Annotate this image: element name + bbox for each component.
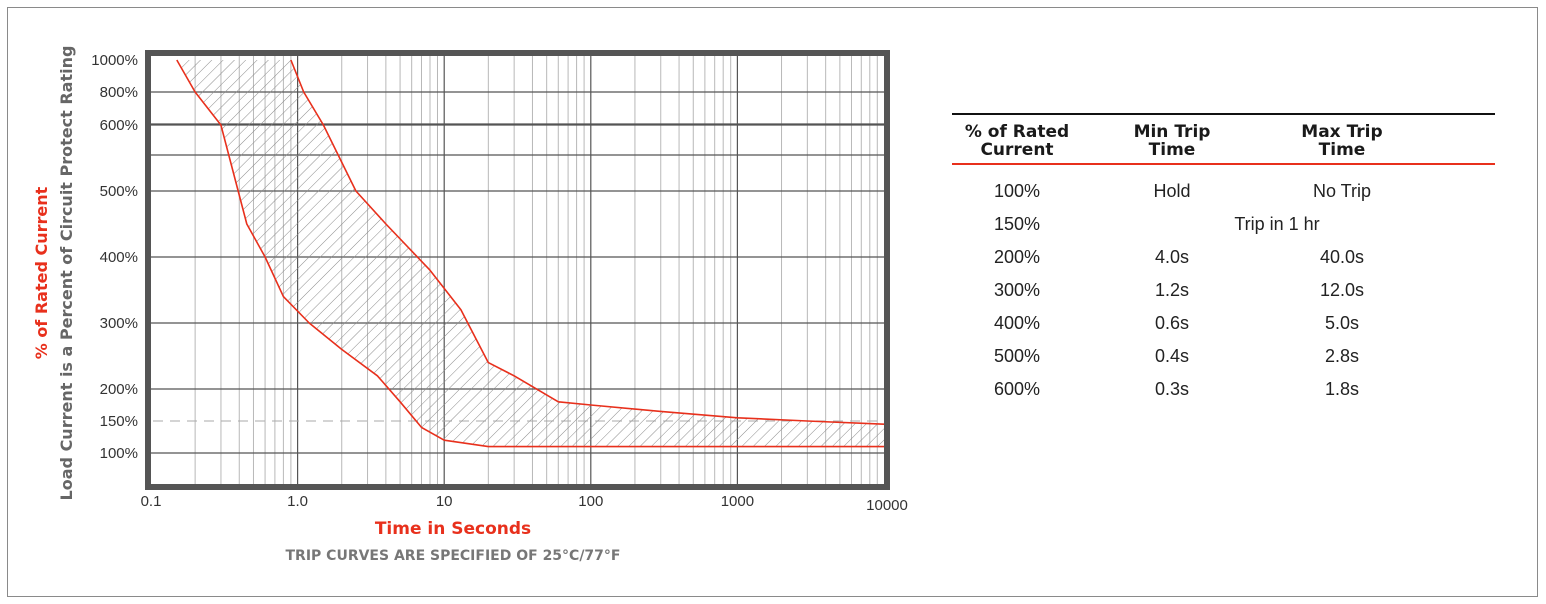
x-tick-label: 1.0 <box>287 493 308 510</box>
table-body: 100% Hold No Trip 150% Trip in 1 hr 200%… <box>952 175 1495 406</box>
trip-band <box>176 60 884 447</box>
y-axis-title-secondary: Load Current is a Percent of Circuit Pro… <box>57 46 76 501</box>
header-line: Time <box>1148 140 1196 160</box>
cell-min-trip: 0.4s <box>1154 346 1190 366</box>
cell-min-trip: 1.2s <box>1154 280 1190 300</box>
figure-frame <box>7 7 1538 597</box>
cell-current: 100% <box>993 181 1041 201</box>
x-axis-title: Time in Seconds <box>375 519 531 539</box>
y-tick-label: 800% <box>100 84 138 101</box>
y-tick-label: 200% <box>100 381 138 398</box>
table-row: 500% 0.4s 2.8s <box>952 340 1495 373</box>
header-line: % of Rated <box>964 122 1070 142</box>
chart-footnote: TRIP CURVES ARE SPECIFIED OF 25°C/77°F <box>286 548 621 564</box>
cell-current: 600% <box>993 379 1041 399</box>
table-row: 400% 0.6s 5.0s <box>952 307 1495 340</box>
cell-min-trip: Hold <box>1153 181 1191 201</box>
header-rated-current: % of Rated Current <box>952 123 1082 159</box>
y-tick-labels: 100% 150% 200% 300% 400% 500% 600% 800% 1000% <box>91 52 138 462</box>
cell-min-trip: 4.0s <box>1154 247 1190 267</box>
header-line: Max Trip <box>1301 122 1383 142</box>
y-tick-label: 600% <box>100 117 138 134</box>
trip-time-table: % of Rated Current Min Trip Time Max Tri… <box>952 113 1495 406</box>
cell-max-trip: 2.8s <box>1324 346 1360 366</box>
x-tick-label: 100 <box>578 493 603 510</box>
max-trip-curve <box>290 59 884 425</box>
y-axis-title-primary: % of Rated Current <box>32 186 51 359</box>
cell-max-trip: 1.8s <box>1324 379 1360 399</box>
table-row: 100% Hold No Trip <box>952 175 1495 208</box>
min-trip-curve <box>176 59 884 448</box>
table-row: 200% 4.0s 40.0s <box>952 241 1495 274</box>
header-max-trip: Max Trip Time <box>1262 123 1422 159</box>
x-tick-label: 10000 <box>866 497 908 514</box>
table-header-row: % of Rated Current Min Trip Time Max Tri… <box>952 115 1495 165</box>
trip-curves <box>176 59 884 448</box>
cell-current: 300% <box>993 280 1041 300</box>
header-line: Min Trip <box>1133 122 1211 142</box>
cell-current: 400% <box>993 313 1041 333</box>
cell-current: 200% <box>993 247 1041 267</box>
x-tick-label: 10 <box>436 493 453 510</box>
header-min-trip: Min Trip Time <box>1102 123 1242 159</box>
y-tick-label: 500% <box>100 183 138 200</box>
y-tick-label: 150% <box>100 413 138 430</box>
table-row: 150% Trip in 1 hr <box>952 208 1495 241</box>
cell-trip-span: Trip in 1 hr <box>1234 214 1320 234</box>
trip-band-area <box>176 60 884 447</box>
y-tick-label: 300% <box>100 315 138 332</box>
header-line: Current <box>980 140 1054 160</box>
plot-frame <box>145 50 890 490</box>
table-row: 300% 1.2s 12.0s <box>952 274 1495 307</box>
cell-current: 500% <box>993 346 1041 366</box>
cell-max-trip: 12.0s <box>1319 280 1365 300</box>
cell-max-trip: 40.0s <box>1319 247 1365 267</box>
x-tick-label: 0.1 <box>141 493 162 510</box>
cell-min-trip: 0.3s <box>1154 379 1190 399</box>
header-line: Time <box>1318 140 1366 160</box>
table-top-rule <box>952 113 1495 115</box>
cell-max-trip: No Trip <box>1312 181 1372 201</box>
cell-min-trip: 0.6s <box>1154 313 1190 333</box>
x-tick-label: 1000 <box>721 493 754 510</box>
y-tick-label: 1000% <box>91 52 138 69</box>
y-tick-label: 100% <box>100 445 138 462</box>
cell-max-trip: 5.0s <box>1324 313 1360 333</box>
y-tick-label: 400% <box>100 249 138 266</box>
x-tick-labels: 0.1 1.0 10 100 1000 10000 <box>141 493 908 514</box>
table-row: 600% 0.3s 1.8s <box>952 373 1495 406</box>
cell-current: 150% <box>993 214 1041 234</box>
